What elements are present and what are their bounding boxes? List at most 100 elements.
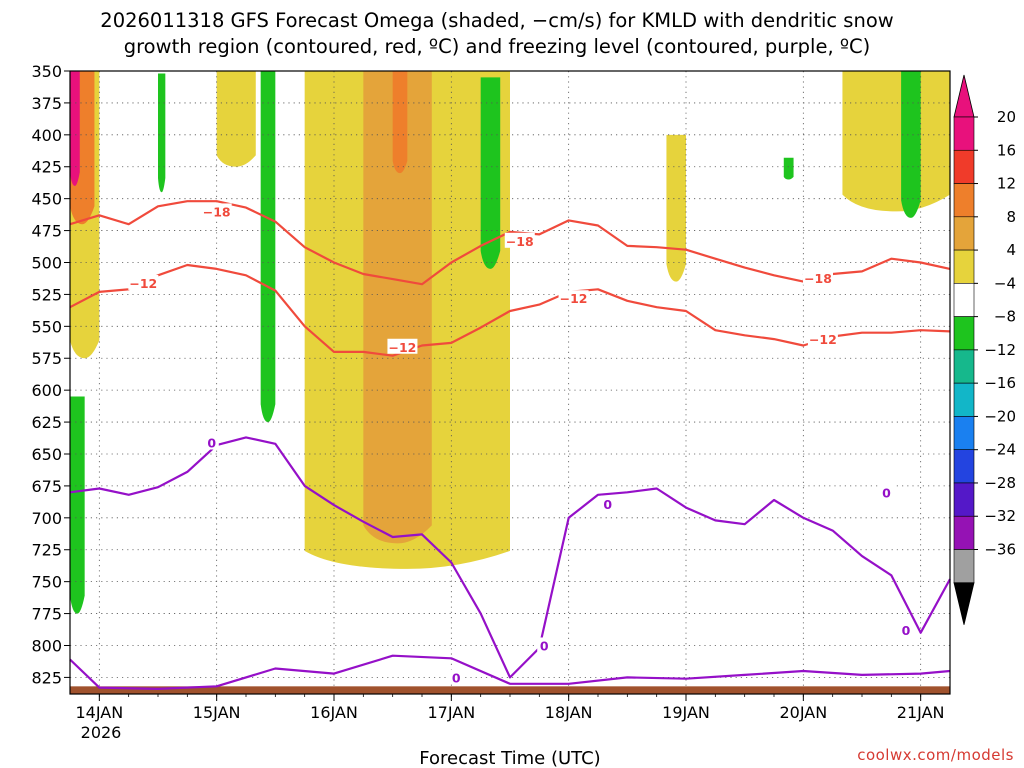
- colorbar-swatch-8: [953, 382, 975, 417]
- contour-labels: −18 −18 −18 −12 −12 −12 −12 0 0 0 0 0 0: [128, 203, 913, 685]
- plot-area: −18 −18 −18 −12 −12 −12 −12 0 0 0 0 0 0: [69, 70, 951, 695]
- y-tick-label-475: 475: [31, 222, 62, 241]
- x-tick-label-3: 17JAN: [427, 703, 475, 722]
- colorbar-label-2: 12: [997, 175, 1016, 193]
- colorbar-swatch-0: [953, 116, 975, 151]
- chart-title-line-1: 2026011318 GFS Forecast Omega (shaded, −…: [100, 9, 893, 32]
- colorbar-top-extension: [953, 74, 975, 118]
- colorbar-label-13: −36: [984, 541, 1016, 559]
- colorbar-swatch-12: [953, 515, 975, 550]
- y-tick-label-600: 600: [31, 381, 62, 400]
- y-tick-label-725: 725: [31, 541, 62, 560]
- y-tick-label-400: 400: [31, 126, 62, 145]
- x-axis-title: Forecast Time (UTC): [419, 748, 600, 768]
- y-axis: 350 375 400 425 450 475 500 525 550 575 600 625 650 6…: [31, 62, 70, 687]
- contour-label-8: 0: [603, 497, 612, 512]
- colorbar-label-11: −28: [984, 474, 1016, 492]
- colorbar-swatch-5: [953, 283, 975, 317]
- contour-label-9: 0: [882, 485, 891, 500]
- contour-label-bg-7: [204, 434, 219, 450]
- y-tick-label-675: 675: [31, 477, 62, 496]
- colorbar-swatch-1: [953, 149, 975, 184]
- contour-label-bg-0: [201, 203, 232, 219]
- y-tick-label-575: 575: [31, 349, 62, 368]
- y-tick-label-350: 350: [31, 62, 62, 81]
- omega-region-13: [783, 157, 794, 180]
- omega-region-12: [480, 77, 501, 269]
- y-tick-label-650: 650: [31, 445, 62, 464]
- omega-region-9: [70, 396, 85, 614]
- colorbar-label-12: −32: [984, 507, 1016, 525]
- colorbar-label-9: −20: [984, 407, 1016, 425]
- colorbar-label-7: −12: [984, 341, 1016, 359]
- colorbar-label-5: −4: [994, 274, 1016, 292]
- colorbar-swatch-6: [953, 316, 975, 351]
- y-tick-label-625: 625: [31, 413, 62, 432]
- colorbar-label-10: −24: [984, 441, 1016, 459]
- contour-label-bg-12: [449, 669, 464, 685]
- colorbar-label-1: 16: [997, 141, 1016, 159]
- x-tick-label-6: 20JAN: [779, 703, 827, 722]
- contour-label-bg-4: [387, 338, 418, 354]
- contour-label-2: −18: [804, 271, 832, 286]
- omega-shading: [70, 71, 950, 614]
- y-tick-label-500: 500: [31, 253, 62, 272]
- x-tick-label-4: 18JAN: [545, 703, 593, 722]
- colorbar-label-8: −16: [984, 374, 1016, 392]
- contour-label-3: −12: [129, 276, 157, 291]
- contour-label-bg-1: [504, 232, 535, 248]
- y-tick-label-375: 375: [31, 94, 62, 113]
- colorbar-swatch-4: [953, 249, 975, 284]
- contour-label-bg-10: [899, 622, 913, 638]
- x-tick-label-5: 19JAN: [662, 703, 710, 722]
- colorbar-label-6: −8: [994, 308, 1016, 326]
- contour-label-bg-11: [537, 637, 552, 653]
- chart-title-line-2: growth region (contoured, red, ºC) and f…: [124, 35, 871, 58]
- x-tick-label-2: 16JAN: [310, 703, 358, 722]
- omega-region-2: [70, 71, 80, 186]
- colorbar-swatch-13: [953, 549, 975, 584]
- omega-region-8: [842, 71, 950, 212]
- contour-label-bg-6: [807, 331, 838, 347]
- y-tick-label-825: 825: [31, 668, 62, 687]
- y-tick-label-700: 700: [31, 509, 62, 528]
- contour-label-12: 0: [452, 670, 461, 685]
- colorbar-swatch-10: [953, 449, 975, 484]
- terrain-ground: [70, 686, 950, 694]
- contour-label-11: 0: [540, 638, 549, 653]
- contour-label-bg-9: [879, 484, 894, 500]
- contour-label-1: −18: [506, 234, 534, 249]
- omega-region-6: [392, 71, 408, 174]
- contour-label-10: 0: [902, 623, 911, 638]
- x-axis: 14JAN 15JAN 16JAN 17JAN 18JAN 19JAN 20JAN 21JAN: [75, 694, 945, 722]
- colorbar-swatch-7: [953, 349, 975, 384]
- colorbar-label-4: 4: [1006, 241, 1016, 259]
- terrain: [70, 686, 950, 694]
- colorbar-swatch-9: [953, 416, 975, 450]
- omega-region-5: [363, 71, 432, 544]
- contour-label-bg-5: [558, 290, 589, 306]
- y-tick-label-775: 775: [31, 605, 62, 624]
- colorbar: 20 16 12 8 4 −4 −8 −12 −16 −20 −24 −28 −32 −36: [953, 74, 1016, 625]
- contour-label-7: 0: [207, 436, 216, 451]
- contour-label-bg-2: [803, 269, 833, 285]
- x-tick-label-0: 14JAN: [75, 703, 123, 722]
- contour-freezing_0_lower: [69, 654, 951, 691]
- y-tick-label-450: 450: [31, 190, 62, 209]
- y-tick-label-425: 425: [31, 158, 62, 177]
- omega-region-7: [666, 134, 686, 282]
- y-tick-label-550: 550: [31, 317, 62, 336]
- colorbar-swatch-2: [953, 183, 975, 218]
- x-tick-label-1: 15JAN: [193, 703, 241, 722]
- contour-label-6: −12: [809, 332, 837, 347]
- x-axis-year: 2026: [81, 723, 122, 742]
- colorbar-bottom-extension: [953, 582, 975, 625]
- contour-label-0: −18: [203, 204, 231, 219]
- omega-region-11: [260, 71, 276, 423]
- omega-region-10: [158, 73, 166, 193]
- y-tick-label-525: 525: [31, 285, 62, 304]
- y-tick-label-800: 800: [31, 636, 62, 655]
- colorbar-swatch-3: [953, 216, 975, 251]
- omega-region-3: [216, 71, 256, 167]
